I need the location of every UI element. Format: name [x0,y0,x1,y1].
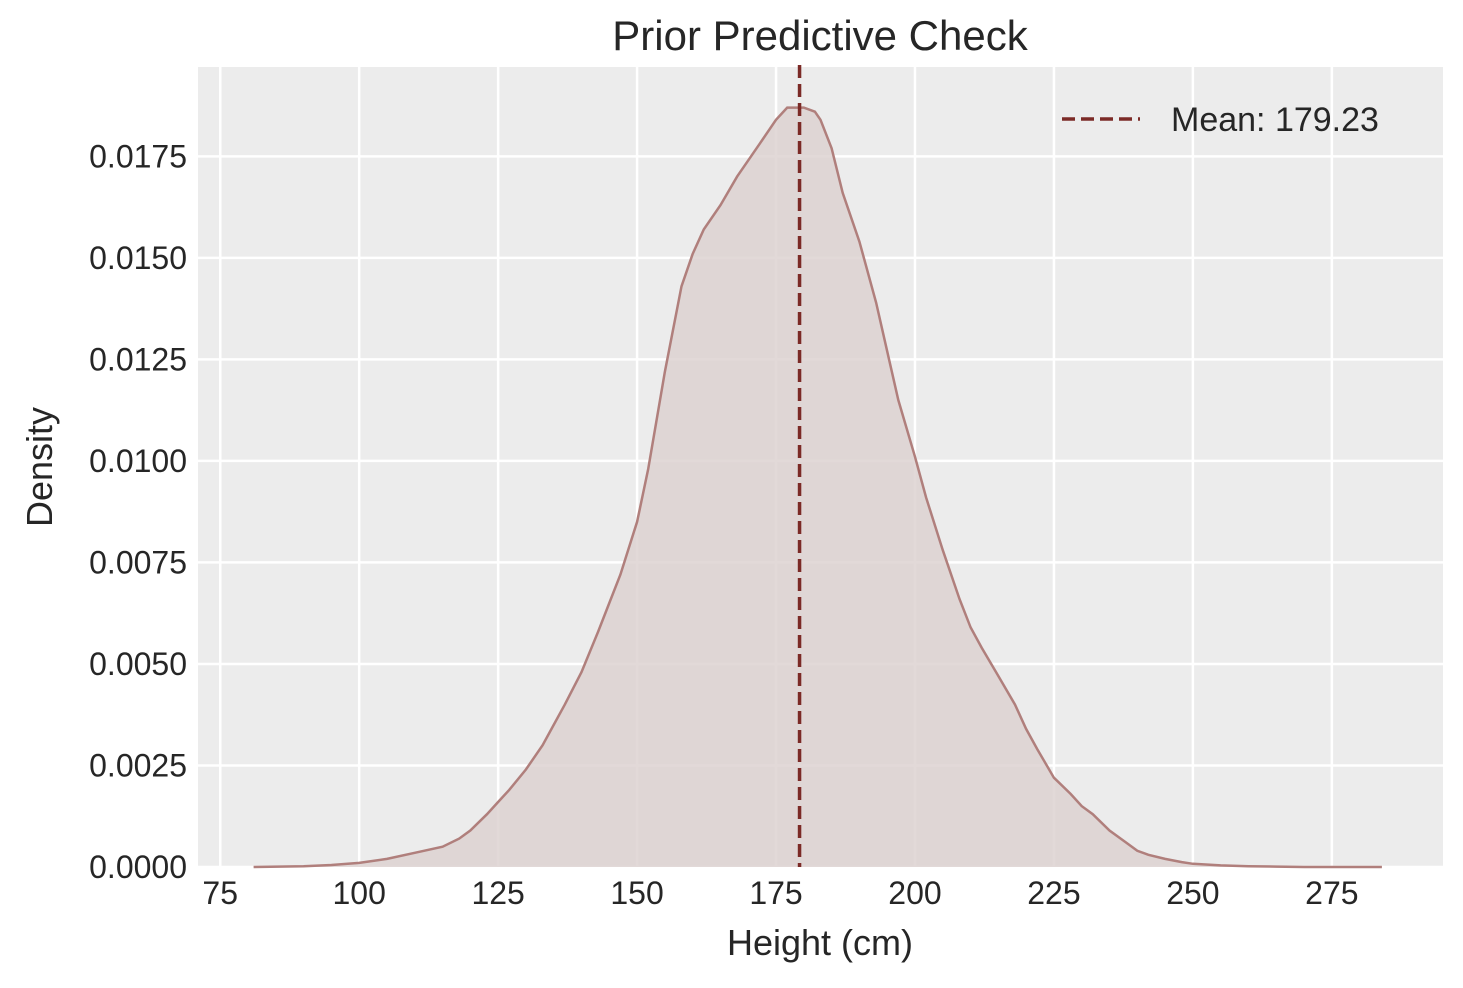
data-layer [253,65,1382,869]
kde-curve-line [253,106,1382,869]
y-tick-label: 0.0125 [89,341,187,377]
legend-mean-label: Mean: 179.23 [1171,101,1379,139]
y-tick-label: 0.0025 [89,747,187,783]
y-tick-label: 0.0000 [89,849,187,885]
x-tick-label: 200 [888,875,941,911]
chart-title: Prior Predictive Check [612,12,1028,59]
x-tick-label: 225 [1027,875,1080,911]
x-tick-label: 125 [471,875,524,911]
y-axis-label: Density [19,407,60,527]
kde-area-fill [253,107,1382,868]
x-axis-label: Height (cm) [727,922,913,963]
x-tick-label: 150 [610,875,663,911]
x-tick-label: 100 [332,875,385,911]
y-tick-label: 0.0100 [89,443,187,479]
tick-labels: 75 100 125 150 175 200 225 250 275 0.0000 0.0025 0.… [89,138,1358,911]
y-tick-label: 0.0050 [89,646,187,682]
x-tick-label: 175 [749,875,802,911]
legend: Mean: 179.23 [1062,101,1379,139]
y-tick-label: 0.0150 [89,240,187,276]
x-tick-label: 75 [202,875,238,911]
y-tick-label: 0.0175 [89,138,187,174]
x-tick-label: 275 [1305,875,1358,911]
x-tick-label: 250 [1166,875,1219,911]
y-tick-label: 0.0075 [89,544,187,580]
